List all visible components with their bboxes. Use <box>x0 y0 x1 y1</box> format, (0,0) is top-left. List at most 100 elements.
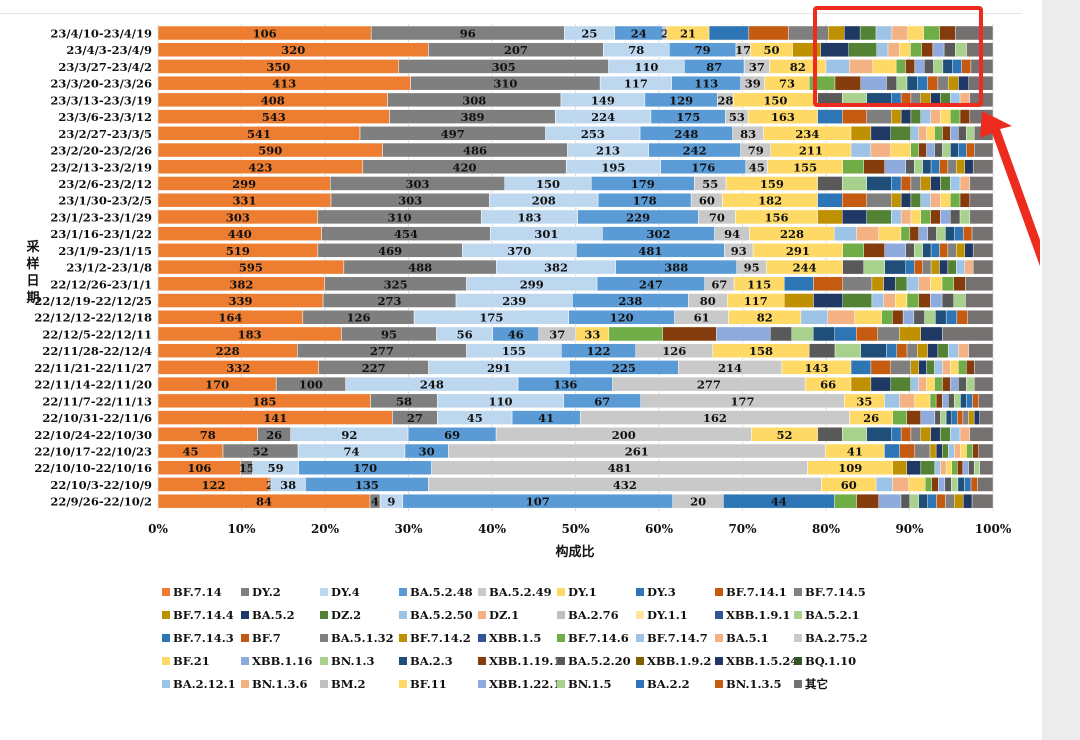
bar-value-label: 84 <box>256 495 272 509</box>
legend-swatch <box>478 611 486 619</box>
legend-swatch <box>794 634 802 642</box>
legend-swatch <box>557 680 565 688</box>
bar-value-label: 310 <box>387 210 411 224</box>
legend-label: BF.7.14.1 <box>726 585 787 599</box>
legend-swatch <box>715 680 723 688</box>
bar-segment-other <box>930 427 941 442</box>
bar-segment-other <box>950 142 959 158</box>
bar-segment-other <box>910 142 919 158</box>
bar-segment-other <box>883 276 896 291</box>
bar-segment-other <box>906 276 919 291</box>
bar-segment-other <box>964 259 974 275</box>
y-tick-label: 22/11/7-22/11/13 <box>42 394 152 408</box>
legend-swatch <box>557 657 565 665</box>
bar-segment-other <box>944 477 952 492</box>
bar-segment-other <box>968 460 975 475</box>
y-tick-label: 23/1/23-23/1/29 <box>50 210 152 224</box>
bar-value-label: 239 <box>502 294 526 308</box>
bar-segment-other <box>834 326 857 342</box>
legend-swatch <box>478 588 486 596</box>
legend-swatch <box>241 680 249 688</box>
bar-segment-other <box>929 443 937 459</box>
bar-segment-other <box>958 343 969 358</box>
bar-value-label: 214 <box>718 361 742 375</box>
legend-item: BQ.1.10 <box>794 654 856 668</box>
bar-segment-other <box>900 209 912 225</box>
bar-row: 541 497 253 248 83 234 <box>157 126 994 141</box>
bar-value-label: 126 <box>662 344 686 358</box>
y-tick-label: 22/10/10-22/10/16 <box>34 461 152 475</box>
x-tick-label: 100% <box>975 522 1012 536</box>
legend-swatch <box>162 634 170 642</box>
bar-segment-other <box>849 59 873 74</box>
bar-segment-other <box>936 493 946 509</box>
bar-segment-other <box>959 427 971 442</box>
bar-segment-other <box>942 376 951 392</box>
bar-value-label: 303 <box>226 210 250 224</box>
bar-segment-other <box>950 376 959 392</box>
bar-segment-other <box>942 360 951 375</box>
legend-swatch <box>636 634 644 642</box>
bar-segment-other <box>959 209 971 225</box>
bar-value-label: 332 <box>226 361 250 375</box>
bar-value-label: 242 <box>683 144 707 158</box>
y-tick-label: 23/1/16-23/1/22 <box>50 227 152 241</box>
bar-segment-other <box>965 276 994 291</box>
bar-value-label: 595 <box>239 261 263 275</box>
legend-label: BA.2.2 <box>647 677 690 691</box>
x-axis-title: 构成比 <box>555 544 594 560</box>
y-tick-label: 22/11/14-22/11/20 <box>34 378 152 392</box>
bar-value-label: 408 <box>261 93 285 107</box>
legend-swatch <box>162 588 170 596</box>
bar-value-label: 291 <box>786 244 810 258</box>
bar-value-label: 41 <box>847 445 863 459</box>
scrollbar[interactable] <box>1042 0 1080 740</box>
bar-segment-other <box>871 293 884 308</box>
bar-segment-other <box>961 59 972 74</box>
legend-label: XBB.1.16 <box>252 654 312 668</box>
bar-segment-other <box>884 393 900 409</box>
legend-label: BN.1.3.5 <box>726 677 782 691</box>
bar-segment-other <box>905 159 915 174</box>
bar-row: 299 303 150 179 55 159 <box>157 176 994 191</box>
bar-segment-other <box>964 243 974 258</box>
bar-value-label: 176 <box>691 160 715 174</box>
bar-segment-other <box>937 343 949 358</box>
bar-segment-other <box>934 360 943 375</box>
bar-value-label: 33 <box>584 327 600 341</box>
bar-value-label: 58 <box>396 394 412 408</box>
bar-value-label: 207 <box>504 43 528 57</box>
bar-segment-other <box>929 393 937 409</box>
bar-segment-other <box>972 243 994 258</box>
bar-segment-other <box>899 42 911 57</box>
bar-segment-other <box>921 42 934 57</box>
bar-segment-other <box>863 243 885 258</box>
bar-row: 228 277 155 122 126 158 <box>157 343 994 358</box>
bar-segment-other <box>895 276 908 291</box>
bar-segment-other <box>842 293 873 308</box>
bar-segment-other <box>971 493 994 509</box>
bar-value-label: 129 <box>669 93 693 107</box>
bar-segment-other <box>954 443 961 459</box>
legend-swatch <box>636 680 644 688</box>
bar-segment-other <box>870 142 891 158</box>
bar-segment-other <box>895 59 906 74</box>
bar-value-label: 247 <box>639 277 663 291</box>
bar-value-label: 21 <box>680 27 696 41</box>
bar-value-label: 244 <box>793 261 817 275</box>
bar-segment-other <box>895 293 908 308</box>
bar-value-label: 423 <box>248 160 272 174</box>
bar-segment-other <box>940 109 951 124</box>
bar-segment-other <box>966 443 973 459</box>
bar-segment-other <box>820 42 849 57</box>
bar-segment-other <box>848 42 877 57</box>
bar-segment-other <box>900 226 911 241</box>
x-tick-label: 40% <box>478 522 507 536</box>
legend-swatch <box>241 588 249 596</box>
legend-swatch <box>241 634 249 642</box>
y-tick-label: 22/11/28-22/12/4 <box>42 344 152 358</box>
bar-segment-other <box>918 126 927 141</box>
legend-swatch <box>478 680 486 688</box>
bar-segment-other <box>941 293 954 308</box>
